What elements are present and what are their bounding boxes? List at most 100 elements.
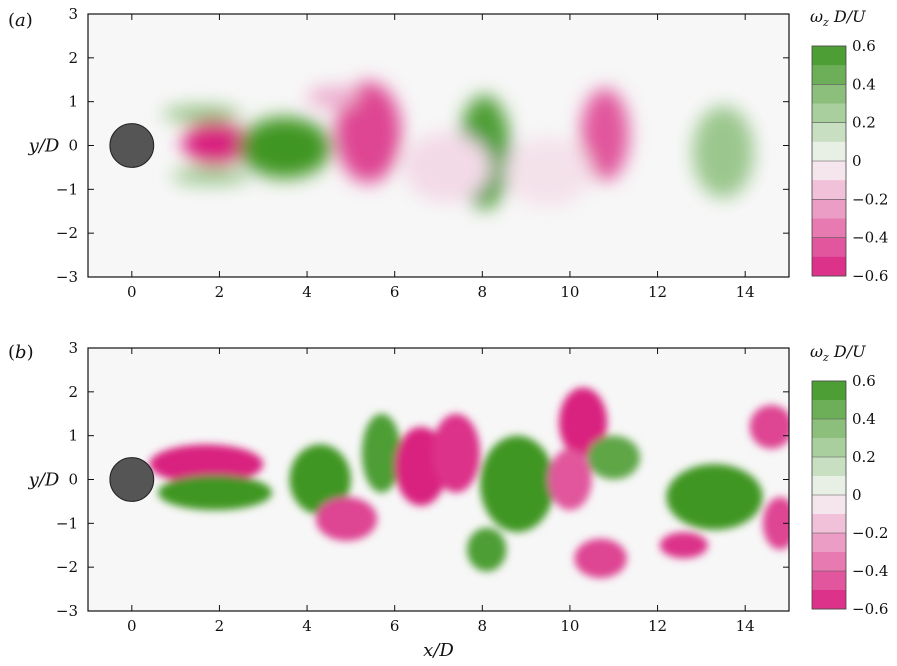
colorbar-segment — [812, 218, 846, 239]
x-tick-label: 2 — [215, 617, 225, 635]
x-tick-label: 4 — [302, 283, 312, 301]
vortex-blob — [504, 136, 592, 207]
colorbar-tick-label: −0.4 — [852, 562, 888, 580]
x-tick-label: 10 — [560, 283, 579, 301]
vortex-blob — [666, 464, 763, 530]
colorbar-tick-label: −0.2 — [852, 524, 888, 542]
vortex-blob — [403, 132, 492, 203]
colorbar-segment — [812, 180, 846, 200]
colorbar-segment — [812, 400, 846, 420]
x-tick-label: 8 — [478, 283, 488, 301]
colorbar-tick-label: 0.2 — [852, 114, 876, 132]
y-tick-label: −3 — [56, 268, 78, 286]
panel-label: (b) — [8, 342, 34, 363]
colorbar-tick-label: −0.6 — [852, 267, 888, 285]
colorbar-tick-label: 0.4 — [852, 75, 876, 93]
vortex-blob — [558, 387, 608, 458]
colorbar-segment — [812, 381, 846, 401]
x-tick-label: 6 — [390, 617, 400, 635]
x-tick-label: 0 — [127, 283, 137, 301]
colorbar-segment — [812, 438, 846, 458]
vortex-blob — [158, 475, 273, 511]
colorbar-segment — [812, 65, 846, 85]
vortex-blob — [171, 167, 251, 185]
colorbar-tick-label: 0.2 — [852, 448, 876, 466]
colorbar-segment — [812, 199, 846, 219]
x-tick-label: 12 — [648, 617, 667, 635]
vortex-blob — [548, 448, 592, 511]
y-tick-label: 0 — [68, 471, 78, 489]
colorbar-segment — [812, 161, 846, 181]
cylinder — [109, 457, 155, 502]
vorticity-field — [149, 387, 789, 579]
colorbar-segment — [812, 476, 846, 496]
colorbar-tick-label: 0 — [852, 152, 862, 170]
vortex-blob — [361, 413, 402, 493]
y-tick-label: −3 — [56, 602, 78, 620]
y-tick-label: 2 — [68, 49, 78, 67]
colorbar-tick-label: −0.2 — [852, 190, 888, 208]
x-tick-label: 10 — [560, 617, 579, 635]
x-axis-label: x/D — [423, 640, 454, 661]
y-tick-label: −2 — [56, 224, 78, 242]
colorbar-segment — [812, 514, 846, 534]
vortex-blob — [580, 88, 630, 181]
vortex-blob — [239, 117, 332, 179]
colorbar-tick-label: 0.6 — [852, 37, 876, 55]
y-tick-label: 3 — [68, 339, 78, 357]
y-tick-label: −1 — [56, 514, 78, 532]
colorbar-segment — [812, 103, 846, 124]
colorbar-title: ωz D/U — [810, 7, 866, 29]
colorbar-segment — [812, 495, 846, 515]
y-tick-label: −1 — [56, 180, 78, 198]
colorbar-title: ωz D/U — [810, 342, 866, 364]
colorbar-segment — [812, 256, 846, 277]
colorbar: −0.6 −0.4 −0.2 0 0.2 0.4 0.6 ωz D/U — [810, 7, 888, 285]
vortex-blob — [587, 435, 641, 480]
vortex-blob — [749, 404, 789, 449]
vortex-blob — [574, 538, 627, 579]
panel-label: (a) — [8, 10, 33, 31]
colorbar-segment — [812, 141, 846, 162]
vortex-blob — [659, 532, 708, 559]
y-tick-label: 0 — [68, 137, 78, 155]
x-tick-label: 6 — [390, 283, 400, 301]
x-tick-label: 14 — [736, 617, 755, 635]
x-tick-label: 8 — [478, 617, 488, 635]
y-tick-label: −2 — [56, 558, 78, 576]
x-tick-label: 0 — [127, 617, 137, 635]
colorbar-segment — [812, 419, 846, 439]
y-tick-label: 3 — [68, 5, 78, 23]
colorbar-segment — [812, 457, 846, 477]
colorbar-segment — [812, 533, 846, 553]
colorbar-tick-label: 0.6 — [852, 372, 876, 390]
vortex-blob — [315, 497, 378, 541]
colorbar-segment — [812, 590, 846, 610]
colorbar-segment — [812, 552, 846, 572]
vortex-blob — [466, 527, 507, 572]
y-tick-label: 1 — [68, 427, 78, 445]
vortex-blob — [182, 121, 248, 166]
colorbar-segment — [812, 84, 846, 104]
panel-b: 0 2 4 6 8 10 12 14−3−2−10123y/Dx/D(b)−0.6−0.4−0… — [8, 339, 888, 661]
vortex-blob — [149, 444, 264, 484]
vortex-blob — [162, 106, 242, 122]
x-tick-label: 4 — [302, 617, 312, 635]
colorbar-segment — [812, 122, 846, 143]
y-axis-label: y/D — [28, 470, 60, 491]
panel-a: 0 2 4 6 8 10 12 14−3−2−10123y/D(a)−0.6−0.4−0.20… — [8, 5, 888, 301]
y-tick-label: 2 — [68, 383, 78, 401]
vortex-blob — [431, 413, 481, 493]
cylinder — [109, 123, 155, 168]
vortex-blob — [335, 81, 402, 183]
colorbar-segment — [812, 571, 846, 591]
colorbar-segment — [812, 237, 846, 258]
colorbar-tick-label: −0.6 — [852, 600, 888, 618]
x-tick-label: 14 — [736, 283, 755, 301]
colorbar: −0.6 −0.4 −0.2 0 0.2 0.4 0.6 ωz D/U — [810, 342, 888, 618]
vortex-blob — [307, 86, 360, 109]
y-tick-label: 1 — [68, 93, 78, 111]
vortex-blob — [289, 444, 351, 515]
vortex-blob — [480, 435, 555, 533]
